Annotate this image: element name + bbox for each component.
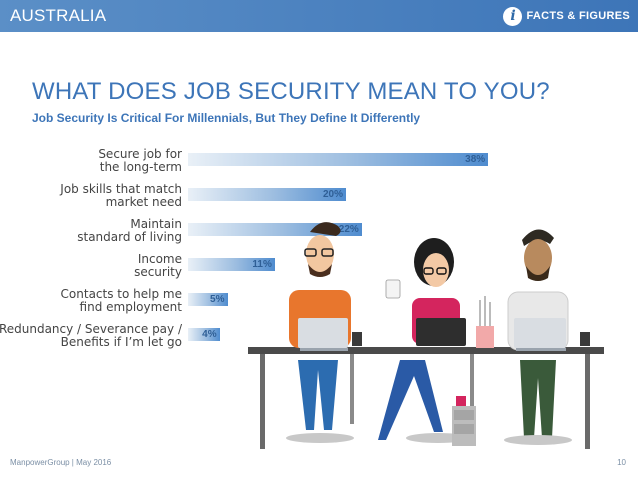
- info-icon: i: [503, 6, 523, 26]
- bar-value-label: 4%: [202, 329, 217, 340]
- footer-source: ManpowerGroup | May 2016: [10, 458, 112, 467]
- bar: [188, 188, 346, 201]
- category-label-line: market need: [105, 195, 182, 209]
- bar-value-label: 22%: [338, 224, 359, 235]
- bar: [188, 328, 220, 341]
- region-title: AUSTRALIA: [10, 6, 107, 25]
- page-subtitle: Job Security Is Critical For Millennials…: [32, 111, 421, 125]
- category-label-line: Redundancy / Severance pay /: [0, 322, 182, 336]
- category-label-line: Secure job for: [98, 147, 182, 161]
- category-label: Income security: [0, 253, 182, 279]
- drawer-cabinet-icon: [452, 396, 476, 446]
- category-label-line: Contacts to help me: [60, 287, 182, 301]
- category-label-line: find employment: [79, 300, 182, 314]
- coffee-cup-right-icon: [580, 332, 590, 346]
- bar: [188, 258, 275, 271]
- category-label: Contacts to help me find employment: [0, 288, 182, 314]
- category-label-line: the long-term: [99, 160, 182, 174]
- pencil-cup-icon: [476, 296, 494, 348]
- category-label-line: Income: [137, 252, 182, 266]
- desk-icon: [248, 347, 604, 449]
- man-with-glasses-icon: [286, 222, 354, 443]
- coffee-cup-icon: [352, 332, 362, 346]
- page-number: 10: [617, 458, 626, 467]
- category-label-line: Maintain: [130, 217, 182, 231]
- category-label-line: Benefits if I’m let go: [60, 335, 182, 349]
- category-label-line: standard of living: [77, 230, 182, 244]
- category-label: Secure job for the long-term: [0, 148, 182, 174]
- category-label: Maintain standard of living: [0, 218, 182, 244]
- bar-value-label: 38%: [465, 154, 486, 165]
- page-title: WHAT DOES JOB SECURITY MEAN TO YOU?: [32, 78, 550, 105]
- bar-value-label: 11%: [252, 259, 272, 270]
- bearded-man-icon: [504, 229, 572, 445]
- category-label: Redundancy / Severance pay / Benefits if …: [0, 323, 182, 349]
- category-label-line: security: [134, 265, 182, 279]
- bar-value-label: 20%: [322, 189, 343, 200]
- header-bar: AUSTRALIA i FACTS & FIGURES: [0, 0, 638, 32]
- bar: [188, 293, 228, 306]
- category-label: Job skills that match market need: [0, 183, 182, 209]
- facts-figures-badge: i FACTS & FIGURES: [503, 6, 630, 26]
- bar: [188, 153, 489, 166]
- bar-value-label: 5%: [210, 294, 225, 305]
- category-label-line: Job skills that match: [60, 182, 182, 196]
- facts-figures-label: FACTS & FIGURES: [526, 10, 630, 22]
- millennials-illustration: [248, 222, 604, 449]
